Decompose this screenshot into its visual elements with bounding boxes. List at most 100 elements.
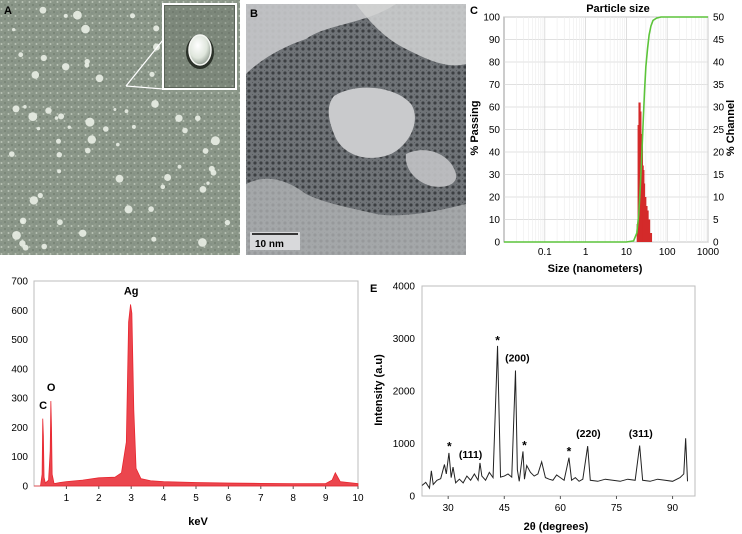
sem-particle — [18, 52, 24, 58]
sem-particle — [41, 243, 47, 250]
chart-e-miller-index-label: (200) — [505, 353, 530, 365]
chart-d-xtick: 10 — [352, 493, 364, 504]
chart-c-xtick: 10 — [621, 247, 633, 258]
panel-a-label: A — [4, 5, 12, 17]
chart-d-ytick: 300 — [11, 394, 28, 405]
sem-particle — [40, 54, 47, 62]
chart-c-ytick-left: 100 — [483, 13, 500, 24]
sem-particle — [206, 181, 210, 185]
chart-c-title: Particle size — [586, 3, 650, 15]
chart-e-xtick: 75 — [611, 503, 623, 514]
sem-particle — [36, 126, 41, 131]
panel-c-particle-size-chart: C Particle size Size (nanometers) % Pass… — [468, 0, 742, 275]
sem-particle — [84, 62, 90, 68]
chart-d-xtick: 3 — [128, 493, 134, 504]
chart-c-ytick-left: 20 — [489, 193, 501, 204]
chart-e-xtick: 90 — [667, 503, 679, 514]
chart-c-channel-bar — [644, 197, 647, 242]
sem-particle — [202, 148, 209, 154]
chart-d-xtick: 7 — [258, 493, 264, 504]
chart-d-xtick: 1 — [64, 493, 70, 504]
sem-particle — [61, 63, 70, 71]
sem-particle — [148, 206, 154, 212]
sem-particle — [56, 138, 61, 144]
sem-particle — [113, 108, 117, 111]
sem-particle — [153, 25, 160, 32]
sem-particle — [160, 184, 166, 190]
chart-c-ytick-right: 50 — [713, 13, 725, 24]
sem-particle — [79, 229, 87, 237]
chart-c-ytick-left: 90 — [489, 35, 501, 46]
chart-e-xtick: 30 — [443, 503, 455, 514]
sem-particle — [45, 107, 52, 114]
chart-d-peak-label: Ag — [124, 286, 139, 298]
chart-c-ytick-right: 20 — [713, 148, 725, 159]
chart-d-peak-label: C — [39, 400, 47, 412]
sem-particle — [19, 240, 26, 247]
sem-particle — [58, 113, 65, 120]
tem-scale-bar-label: 10 nm — [255, 239, 284, 250]
chart-e-impurity-marker: * — [495, 334, 500, 348]
chart-d-xtick: 2 — [96, 493, 102, 504]
panel-a-sem-image: A — [0, 0, 240, 255]
sem-particle — [131, 124, 136, 129]
chart-c-xlabel: Size (nanometers) — [548, 263, 643, 275]
xrd-pattern-plot: E 2θ (degrees) Intensity (a.u) 0 1000 2000… — [370, 282, 696, 533]
sem-particle — [31, 71, 40, 79]
chart-d-xtick: 4 — [161, 493, 167, 504]
chart-e-impurity-marker: * — [447, 440, 452, 454]
sem-particle — [54, 116, 59, 120]
edx-spectrum-plot: D keV 010020030040050060070012345678910C… — [11, 277, 364, 529]
chart-c-ytick-left: 70 — [489, 80, 501, 91]
chart-d-plot-area — [33, 280, 359, 487]
chart-d-xtick: 9 — [323, 493, 329, 504]
chart-c-ytick-left: 40 — [489, 148, 501, 159]
chart-c-ylabel-right: % Channel — [725, 100, 737, 156]
sem-particle — [182, 127, 188, 134]
sem-micrograph — [0, 0, 240, 255]
chart-d-spectrum-area — [34, 304, 359, 487]
sem-particle — [81, 24, 90, 34]
chart-c-xtick: 100 — [659, 247, 676, 258]
chart-c-ytick-right: 45 — [713, 35, 725, 46]
sem-particle — [12, 105, 20, 113]
sem-particle — [12, 231, 21, 240]
sem-particle — [9, 151, 15, 157]
chart-e-pattern-line — [421, 345, 689, 490]
chart-e-miller-index-label: (111) — [459, 449, 482, 461]
sem-particle — [21, 219, 25, 224]
sem-particle — [84, 58, 90, 65]
panel-b-tem-image: 10 nm B — [246, 4, 466, 255]
chart-c-ytick-left: 10 — [489, 215, 501, 226]
sem-particle — [130, 13, 135, 19]
chart-c-ytick-right: 35 — [713, 80, 725, 91]
chart-d-ytick: 400 — [11, 364, 28, 375]
chart-d-peak-label: O — [47, 382, 56, 394]
chart-c-xtick: 1 — [583, 247, 589, 258]
chart-e-ytick: 3000 — [393, 334, 416, 345]
sem-particle — [63, 13, 68, 18]
sem-particle — [87, 135, 97, 144]
chart-c-ytick-left: 80 — [489, 58, 501, 69]
sem-particle — [198, 238, 207, 247]
sem-particle — [124, 205, 133, 214]
chart-c-ytick-right: 30 — [713, 103, 725, 114]
sem-particle — [29, 196, 38, 205]
chart-e-xtick: 60 — [555, 503, 567, 514]
sem-particle — [116, 142, 120, 147]
sem-particle — [57, 219, 63, 226]
sem-particle — [175, 114, 183, 123]
sem-particle — [37, 192, 43, 199]
chart-c-ytick-right: 5 — [713, 215, 719, 226]
chart-e-ylabel: Intensity (a.u) — [373, 354, 385, 426]
panel-b-label: B — [250, 8, 258, 20]
sem-particle — [95, 74, 104, 83]
sem-particle — [149, 71, 155, 77]
chart-e-plot-area — [421, 285, 696, 497]
panel-d-edx-spectrum: D keV 010020030040050060070012345678910C… — [0, 268, 368, 534]
chart-c-ytick-left: 0 — [494, 238, 500, 249]
chart-c-ytick-right: 0 — [713, 238, 719, 249]
chart-d-ytick: 600 — [11, 306, 28, 317]
chart-c-ytick-right: 10 — [713, 193, 725, 204]
chart-d-ytick: 100 — [11, 452, 28, 463]
